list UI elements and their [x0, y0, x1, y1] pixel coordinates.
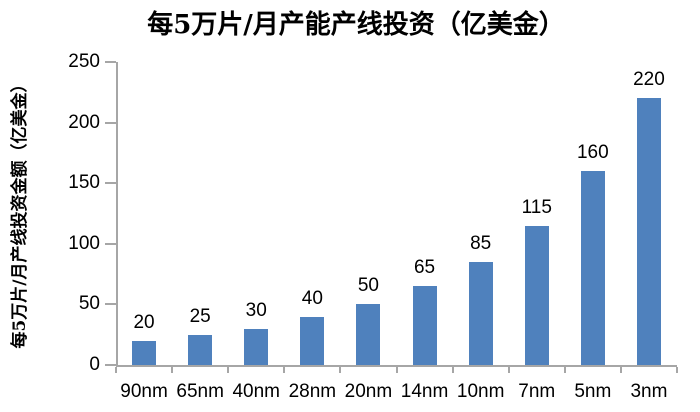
- y-axis-tick: [105, 121, 116, 124]
- bar: [412, 286, 437, 365]
- x-tick-label: 7nm: [518, 381, 556, 402]
- value-label: 160: [576, 142, 609, 163]
- x-tick-label: 14nm: [400, 381, 449, 402]
- bar: [636, 98, 661, 365]
- x-axis-tick: [563, 367, 566, 373]
- value-label: 25: [189, 306, 211, 327]
- x-tick-label: 20nm: [344, 381, 393, 402]
- y-tick-label: 100: [68, 232, 100, 254]
- x-axis-tick: [395, 367, 398, 373]
- y-axis-tick: [105, 182, 116, 185]
- x-tick-label: 5nm: [574, 381, 612, 402]
- value-label: 115: [521, 197, 552, 218]
- y-axis-tick: [105, 364, 116, 366]
- value-label: 50: [357, 275, 379, 296]
- y-axis-tick: [105, 61, 116, 63]
- x-tick-label: 40nm: [232, 381, 281, 402]
- x-axis-tick: [339, 367, 342, 373]
- x-axis-tick: [283, 367, 286, 373]
- bar: [356, 304, 381, 365]
- y-tick-label: 50: [78, 293, 100, 315]
- x-axis-tick: [115, 367, 117, 373]
- y-axis-label: 每5万片/月产线投资金额（亿美金）: [10, 75, 30, 349]
- y-tick-label: 250: [68, 51, 100, 72]
- value-label: 65: [413, 257, 436, 278]
- y-axis-tick: [105, 242, 116, 245]
- x-tick-label: 65nm: [176, 381, 224, 402]
- x-axis-tick: [171, 367, 174, 373]
- bar: [468, 262, 493, 365]
- x-axis-tick: [507, 367, 510, 373]
- bar: [188, 335, 213, 365]
- value-label: 220: [633, 69, 665, 90]
- value-label: 20: [133, 312, 155, 333]
- x-tick-label: 10nm: [456, 381, 505, 402]
- y-tick-label: 0: [89, 354, 100, 375]
- value-label: 40: [301, 288, 323, 309]
- y-axis-tick: [105, 303, 116, 306]
- bar: [132, 341, 157, 365]
- bar: [580, 171, 605, 365]
- x-axis-tick: [227, 367, 230, 373]
- y-tick-label: 200: [68, 111, 100, 133]
- chart-title: 每5万片/月产能产线投资（亿美金）: [147, 10, 565, 40]
- x-axis-tick: [676, 367, 678, 373]
- bar: [300, 317, 325, 365]
- x-tick-label: 90nm: [120, 381, 168, 402]
- value-label: 85: [470, 233, 492, 254]
- bar: [524, 226, 549, 365]
- x-tick-label: 3nm: [630, 381, 668, 402]
- bar: [244, 329, 269, 365]
- value-label: 30: [245, 300, 267, 321]
- x-axis-tick: [619, 367, 622, 373]
- x-axis-tick: [451, 367, 454, 373]
- y-tick-label: 150: [68, 172, 100, 194]
- x-tick-label: 28nm: [288, 381, 337, 402]
- plot-area: [116, 62, 677, 367]
